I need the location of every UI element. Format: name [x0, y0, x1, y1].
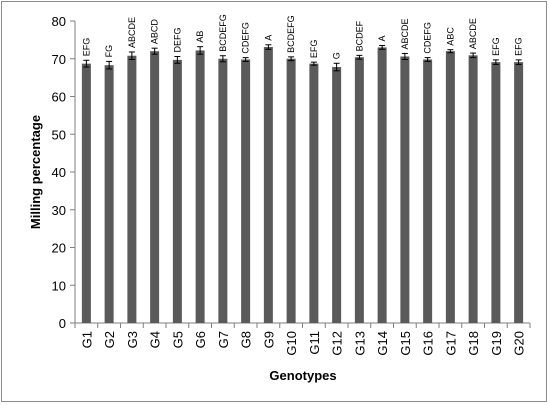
significance-label: CDEFG	[241, 22, 251, 54]
bar-G7	[218, 58, 228, 323]
error-bar	[447, 49, 454, 54]
y-tick-label: 80	[52, 14, 66, 29]
y-tick-label: 0	[59, 316, 66, 331]
significance-label: FG	[104, 45, 114, 58]
bars-group	[81, 47, 524, 324]
x-tick-label: G11	[307, 331, 322, 355]
error-bar	[470, 52, 477, 59]
significance-label: BCDEFG	[286, 15, 296, 53]
error-bar	[265, 44, 272, 50]
bar-G2	[104, 65, 114, 323]
x-tick-label: G8	[239, 331, 254, 348]
error-bar	[151, 47, 158, 55]
error-bar	[356, 54, 363, 60]
significance-label: ABCDE	[127, 17, 137, 48]
bar-G12	[332, 67, 342, 324]
bar-G6	[195, 50, 205, 323]
error-bar	[174, 55, 181, 64]
x-tick-label: G12	[330, 331, 345, 356]
significance-label: G	[332, 52, 342, 59]
significance-label: A	[377, 36, 387, 42]
x-tick-label: G18	[466, 331, 481, 356]
x-tick-label: G7	[216, 331, 231, 348]
x-tick-label: G20	[512, 331, 527, 356]
significance-label: EFG	[491, 37, 501, 56]
x-axis	[74, 322, 531, 328]
x-tick-label: G19	[489, 331, 504, 356]
error-bar	[128, 51, 135, 61]
significance-label: BCDEF	[354, 20, 364, 51]
x-tick-label: G2	[102, 331, 117, 348]
y-tick-label: 70	[52, 52, 66, 67]
bar-G16	[423, 59, 433, 323]
bar-G11	[309, 63, 319, 323]
significance-label: CDEFG	[423, 22, 433, 54]
significance-label: ABC	[445, 27, 455, 46]
x-tick-label: G6	[193, 331, 208, 348]
error-bar	[424, 57, 431, 62]
error-bar	[515, 59, 522, 65]
bar-G4	[150, 51, 160, 323]
bar-G18	[468, 55, 478, 323]
error-bar	[83, 59, 90, 68]
bar-G14	[377, 47, 387, 324]
bar-G20	[514, 62, 524, 324]
x-tick-label: G9	[261, 331, 276, 348]
bar-G8	[241, 59, 251, 323]
x-tick-label: G3	[125, 331, 140, 348]
x-tick-label: G14	[375, 331, 390, 356]
x-tick-label: G10	[284, 331, 299, 356]
x-tick-label: G5	[170, 331, 185, 348]
error-bar	[401, 52, 408, 61]
bar-G10	[286, 58, 296, 323]
y-tick-label: 40	[52, 165, 66, 180]
x-tick-label: G4	[148, 331, 163, 348]
significance-label: AB	[195, 31, 205, 43]
error-bar	[333, 62, 340, 72]
error-bar	[219, 55, 226, 63]
bar-G13	[354, 57, 364, 324]
significance-label: ABCDE	[400, 18, 410, 49]
bar-G19	[491, 62, 501, 324]
significance-label: ABCD	[150, 19, 160, 45]
bar-G9	[263, 47, 273, 324]
significance-label: BCDEFG	[218, 14, 228, 52]
significance-label: EFG	[81, 38, 91, 57]
y-tick-label: 20	[52, 241, 66, 256]
bar-G17	[445, 51, 455, 323]
bar-G5	[172, 59, 182, 323]
y-tick-label: 10	[52, 278, 66, 293]
significance-label: DEFG	[172, 27, 182, 52]
y-axis: 0 10 20 30 40 50 60 70 80	[52, 14, 76, 331]
error-bar	[379, 45, 386, 50]
significance-label: EFG	[309, 40, 319, 59]
error-bar	[492, 59, 499, 65]
bar-G15	[400, 56, 410, 324]
x-tick-label: G15	[398, 331, 413, 356]
y-tick-label: 30	[52, 203, 66, 218]
x-tick-label: G17	[443, 331, 458, 356]
y-tick-label: 60	[52, 90, 66, 105]
x-axis-title: Genotypes	[269, 368, 336, 383]
y-tick-label: 50	[52, 127, 66, 142]
x-tick-label: G13	[352, 331, 367, 356]
significance-label: A	[263, 35, 273, 41]
significance-label: EFG	[514, 37, 524, 56]
error-bar	[197, 46, 204, 55]
error-bars-group	[83, 44, 522, 72]
error-bar	[242, 57, 249, 62]
x-tick-label: G1	[79, 331, 94, 348]
x-tick-label: G16	[421, 331, 436, 356]
error-bar	[106, 60, 113, 70]
error-bar	[288, 56, 295, 62]
bar-G1	[81, 63, 91, 323]
significance-label: ABCDE	[468, 18, 478, 49]
y-axis-title: Milling percentage	[28, 115, 43, 229]
error-bar	[310, 61, 317, 66]
x-tick-labels-group: G1 G2 G3 G4 G5 G6 G7 G8 G9 G10 G11 G12 G13 G14 G15 G16 G…	[79, 331, 526, 356]
bar-G3	[127, 55, 137, 323]
